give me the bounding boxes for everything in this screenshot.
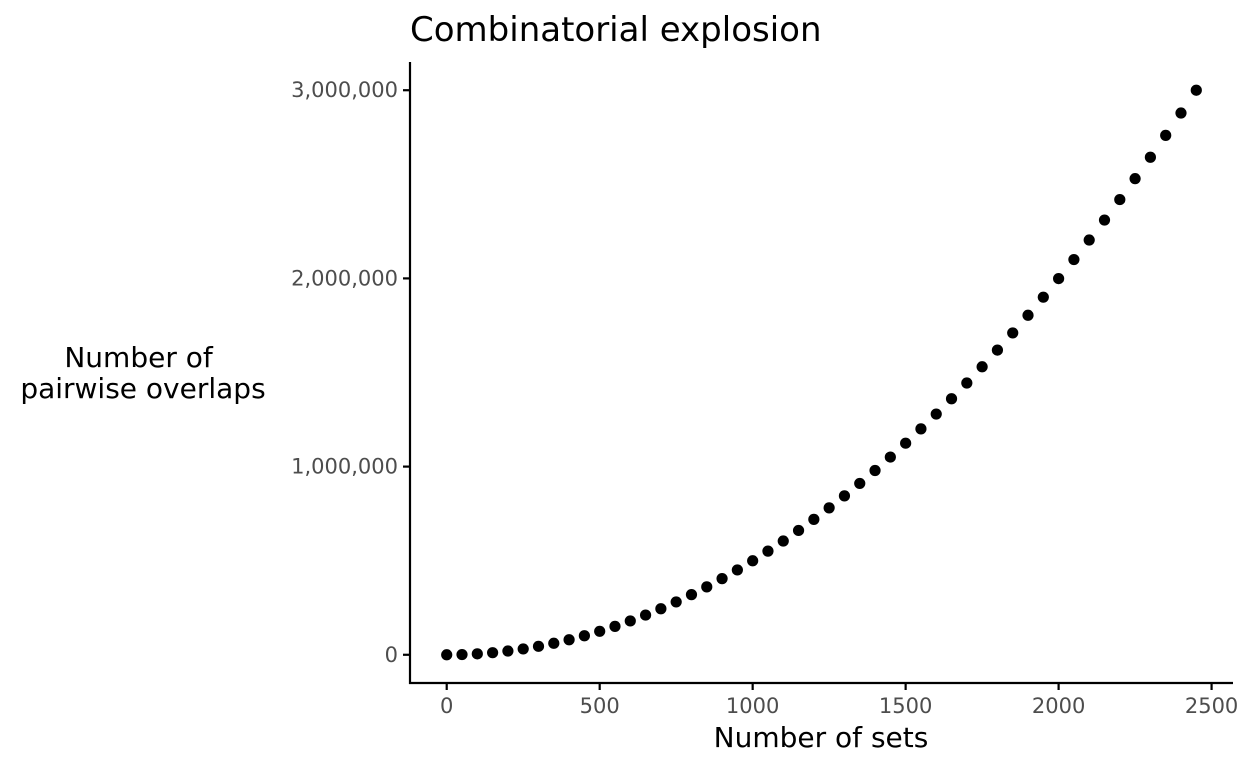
data-point bbox=[1098, 214, 1111, 226]
data-point bbox=[441, 649, 453, 661]
data-point bbox=[563, 634, 575, 646]
data-point bbox=[701, 581, 713, 593]
data-point bbox=[670, 596, 682, 608]
data-point bbox=[869, 464, 881, 477]
data-point bbox=[1083, 234, 1095, 246]
data-point bbox=[884, 451, 896, 463]
data-point bbox=[1053, 272, 1065, 285]
data-point bbox=[777, 535, 789, 547]
x-tick-label: 0 bbox=[440, 694, 453, 718]
data-point bbox=[747, 555, 759, 567]
data-point bbox=[1037, 291, 1049, 303]
data-point bbox=[1144, 151, 1156, 163]
data-point bbox=[762, 545, 774, 557]
data-point bbox=[685, 589, 698, 601]
data-point bbox=[1114, 193, 1126, 206]
x-tick-label: 2000 bbox=[1032, 694, 1085, 718]
data-point bbox=[609, 620, 621, 632]
data-points bbox=[441, 84, 1202, 661]
y-axis-title-line-1: Number of bbox=[64, 341, 214, 374]
data-point bbox=[624, 615, 636, 627]
data-point bbox=[487, 647, 499, 659]
data-point bbox=[900, 437, 912, 449]
y-axis-ticks: 0 1,000,000 2,000,000 3,000,000 bbox=[291, 78, 410, 667]
x-axis-ticks: 0 500 1000 1500 2000 2500 bbox=[440, 683, 1238, 718]
y-tick-label: 3,000,000 bbox=[291, 78, 398, 102]
data-point bbox=[930, 408, 942, 420]
data-point bbox=[639, 609, 652, 621]
data-point bbox=[731, 564, 743, 576]
x-tick-label: 500 bbox=[580, 694, 620, 718]
data-point bbox=[945, 393, 958, 405]
data-point bbox=[471, 648, 483, 660]
data-point bbox=[1175, 107, 1187, 119]
data-point bbox=[578, 630, 590, 642]
data-point bbox=[548, 637, 560, 649]
data-point bbox=[991, 344, 1004, 356]
y-tick-label: 1,000,000 bbox=[291, 455, 398, 479]
y-axis-title: Number of pairwise overlaps bbox=[20, 341, 265, 405]
data-point bbox=[655, 603, 667, 615]
data-point bbox=[792, 524, 805, 537]
data-point bbox=[854, 477, 866, 490]
data-point bbox=[976, 361, 988, 373]
x-tick-label: 2500 bbox=[1185, 694, 1238, 718]
data-point bbox=[808, 513, 820, 525]
data-point bbox=[1022, 309, 1034, 321]
y-axis-title-line-2: pairwise overlaps bbox=[20, 372, 265, 405]
data-point bbox=[594, 625, 606, 637]
x-axis-title: Number of sets bbox=[714, 721, 929, 754]
data-point bbox=[1007, 327, 1019, 339]
data-point bbox=[517, 643, 529, 655]
chart-title: Combinatorial explosion bbox=[410, 10, 822, 50]
x-tick-label: 1000 bbox=[726, 694, 779, 718]
data-point bbox=[823, 502, 835, 514]
data-point bbox=[456, 648, 468, 661]
data-point bbox=[838, 490, 851, 502]
data-point bbox=[1129, 173, 1141, 185]
data-point bbox=[1190, 84, 1202, 96]
y-tick-label: 2,000,000 bbox=[291, 266, 398, 290]
data-point bbox=[961, 377, 973, 389]
y-tick-label: 0 bbox=[385, 643, 398, 667]
x-tick-label: 1500 bbox=[879, 694, 932, 718]
data-point bbox=[1068, 253, 1080, 266]
data-point bbox=[915, 423, 927, 435]
data-point bbox=[716, 573, 728, 585]
data-point bbox=[532, 640, 545, 652]
data-point bbox=[502, 645, 514, 657]
data-point bbox=[1160, 129, 1172, 141]
